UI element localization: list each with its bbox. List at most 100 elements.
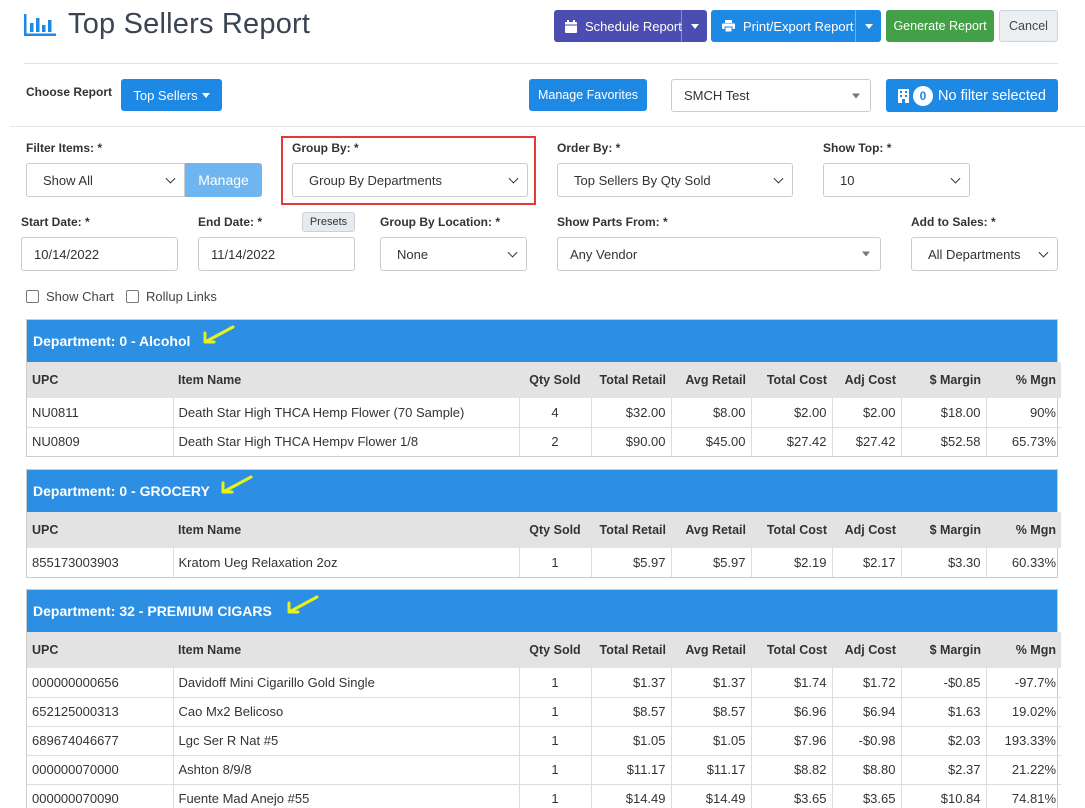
column-header[interactable]: Total Retail [591,632,671,668]
column-header[interactable]: Total Retail [591,512,671,548]
start-date-label: Start Date: * [21,215,90,229]
column-header[interactable]: Total Cost [751,362,832,398]
filter-button[interactable]: 0 No filter selected [886,79,1058,112]
table-cell[interactable]: Lgc Ser R Nat #5 [173,726,520,756]
column-header[interactable]: Total Retail [591,362,671,398]
table-cell: $3.65 [751,784,833,808]
rollup-links-checkbox[interactable]: Rollup Links [126,289,217,304]
chevron-down-icon [1038,247,1049,258]
show-chart-checkbox[interactable]: Show Chart [26,289,114,304]
add-to-sales-select[interactable]: All Departments [911,237,1058,271]
start-date-input[interactable]: 10/14/2022 [21,237,178,271]
table-cell: 1 [519,548,592,577]
column-header[interactable]: Avg Retail [671,512,751,548]
department-section: Department: 32 - PREMIUM CIGARS UPC Item N… [26,589,1061,808]
column-header[interactable]: UPC [27,512,173,548]
department-title: Department: 0 - Alcohol [33,333,191,349]
checkbox-box[interactable] [26,290,39,303]
store-select[interactable]: SMCH Test [671,79,871,112]
report-type-dropdown[interactable]: Top Sellers [121,79,222,111]
table-cell[interactable]: Kratom Ueg Relaxation 2oz [173,548,520,577]
end-date-input[interactable]: 11/14/2022 [198,237,355,271]
table-cell: $8.00 [671,398,752,428]
presets-button[interactable]: Presets [302,212,355,232]
column-header[interactable]: Item Name [173,362,519,398]
rollup-links-label: Rollup Links [146,289,217,304]
column-header[interactable]: % Mgn [986,632,1061,668]
column-header[interactable]: Total Cost [751,512,832,548]
table-cell[interactable]: 855173003903 [27,548,174,577]
group-by-value: Group By Departments [309,172,442,188]
column-header[interactable]: UPC [27,632,173,668]
filter-items-select[interactable]: Show All [26,163,185,197]
show-top-select[interactable]: 10 [823,163,970,197]
group-by-select[interactable]: Group By Departments [292,163,528,197]
table-cell[interactable]: Death Star High THCA Hemp Flower (70 Sam… [173,398,520,428]
group-by-location-select[interactable]: None [380,237,527,271]
schedule-report-button[interactable]: Schedule Report [554,10,707,42]
table-cell[interactable]: Cao Mx2 Belicoso [173,697,520,727]
table-cell: $5.97 [671,548,752,577]
table-cell[interactable]: Davidoff Mini Cigarillo Gold Single [173,668,520,698]
annotation-arrow-icon [287,595,319,614]
column-header[interactable]: $ Margin [901,512,986,548]
calendar-icon [565,19,577,33]
table-cell[interactable]: Death Star High THCA Hempv Flower 1/8 [173,427,520,456]
table-cell[interactable]: 000000070090 [27,784,174,808]
order-by-label: Order By: * [557,141,621,155]
manage-favorites-button[interactable]: Manage Favorites [529,79,647,111]
schedule-report-label: Schedule Report [585,18,682,34]
column-header[interactable]: % Mgn [986,362,1061,398]
table-cell: $32.00 [591,398,672,428]
order-by-select[interactable]: Top Sellers By Qty Sold [557,163,793,197]
table-cell[interactable]: Fuente Mad Anejo #55 [173,784,520,808]
show-parts-select[interactable]: Any Vendor [557,237,881,271]
column-header[interactable]: Qty Sold [519,362,591,398]
table-header-row: UPC Item Name Qty Sold Total Retail Avg Reta… [27,512,1061,548]
table-cell[interactable]: 000000000656 [27,668,174,698]
column-header[interactable]: Qty Sold [519,512,591,548]
department-header: Department: 0 - Alcohol [27,320,1057,362]
column-header[interactable]: $ Margin [901,362,986,398]
manage-items-button[interactable]: Manage [185,163,262,197]
column-header[interactable]: UPC [27,362,173,398]
cancel-button[interactable]: Cancel [999,10,1058,42]
column-header[interactable]: Item Name [173,512,519,548]
table-cell: 90% [986,398,1061,428]
group-by-location-value: None [397,246,429,262]
schedule-dropdown-toggle[interactable] [681,10,707,42]
table-cell: $2.00 [832,398,902,428]
department-header: Department: 0 - GROCERY [27,470,1057,512]
table-cell[interactable]: NU0811 [27,398,174,428]
column-header[interactable]: $ Margin [901,632,986,668]
table-row: NU0809 Death Star High THCA Hempv Flower … [27,427,1061,456]
column-header[interactable]: Adj Cost [832,512,901,548]
checkbox-box[interactable] [126,290,139,303]
table-cell[interactable]: 652125000313 [27,697,174,727]
table-cell: $18.00 [901,398,987,428]
column-header[interactable]: Avg Retail [671,632,751,668]
show-top-value: 10 [840,172,855,188]
annotation-arrow-icon [221,475,253,494]
show-chart-label: Show Chart [46,289,114,304]
table-cell[interactable]: 000000070000 [27,755,174,785]
caret-down-icon [690,23,699,29]
column-header[interactable]: Total Cost [751,632,832,668]
column-header[interactable]: Item Name [173,632,519,668]
table-cell[interactable]: Ashton 8/9/8 [173,755,520,785]
column-header[interactable]: Avg Retail [671,362,751,398]
table-cell: 2 [519,427,592,456]
table-cell: $52.58 [901,427,987,456]
print-dropdown-toggle[interactable] [855,10,881,42]
table-cell: $1.05 [671,726,752,756]
table-cell: $11.17 [591,755,672,785]
column-header[interactable]: % Mgn [986,512,1061,548]
table-cell[interactable]: NU0809 [27,427,174,456]
column-header[interactable]: Adj Cost [832,632,901,668]
table-cell: $6.94 [832,697,902,727]
print-export-button[interactable]: Print/Export Report [711,10,881,42]
column-header[interactable]: Qty Sold [519,632,591,668]
table-cell[interactable]: 689674046677 [27,726,174,756]
generate-report-button[interactable]: Generate Report [886,10,994,42]
column-header[interactable]: Adj Cost [832,362,901,398]
